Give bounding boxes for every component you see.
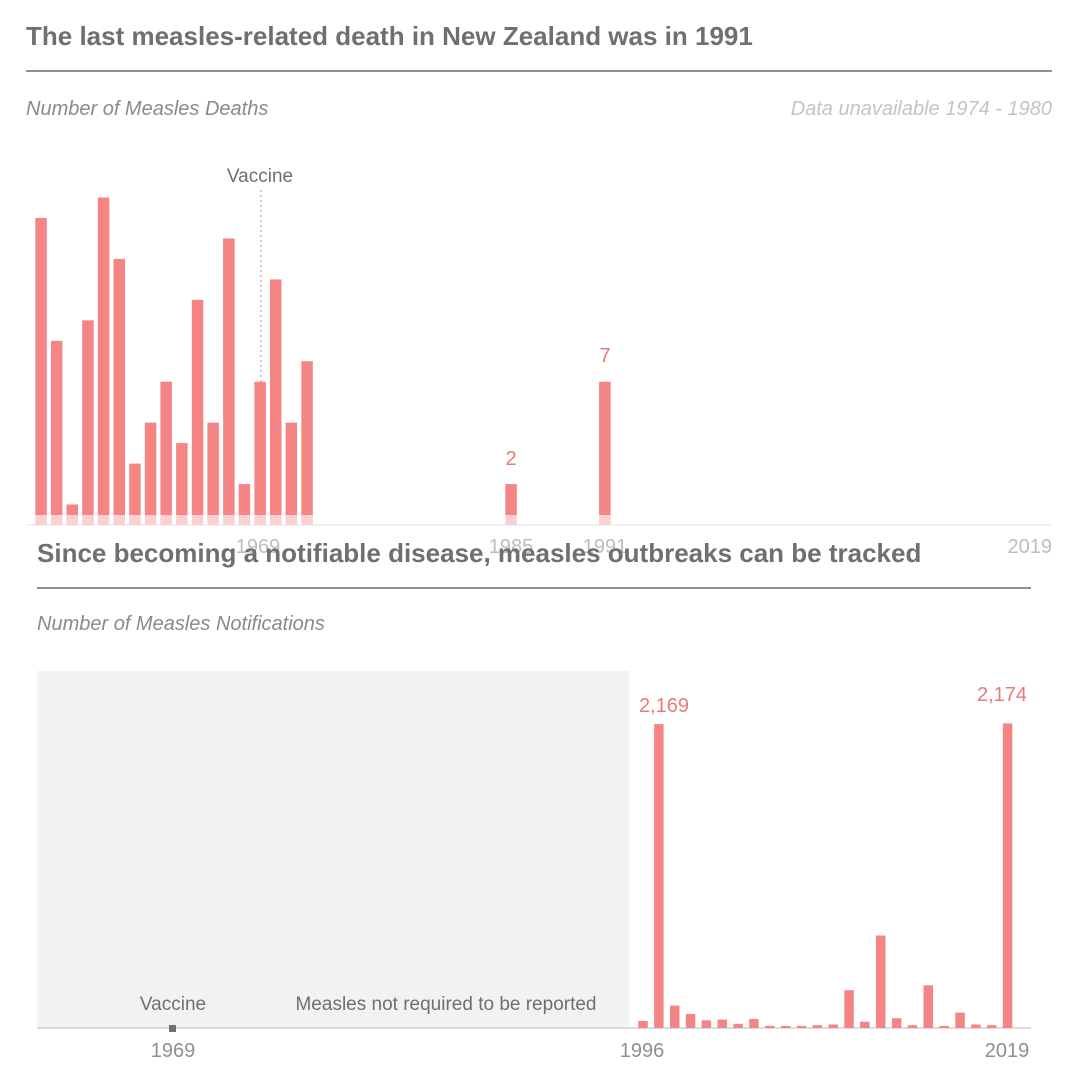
death-bar-1973 [285,422,298,525]
deaths-bars [35,197,611,525]
deaths-tick-2019: 2019 [1008,536,1053,558]
death-bar-1969 [223,238,235,525]
notification-bar-2018 [987,1025,997,1028]
deaths-tick-1985: 1985 [489,536,534,558]
notifications-label-2019: 2,174 [977,684,1027,706]
deaths-label-1985: 2 [505,448,516,470]
death-bar-1991 [599,381,611,525]
notification-bar-2019 [1002,723,1013,1028]
death-bar-1974 [301,361,313,525]
death-bar-1964 [144,422,157,525]
notification-bar-2002 [733,1023,743,1028]
notifications-label-1997: 2,169 [639,695,689,717]
death-bar-1971 [254,381,266,525]
deaths-tick-1969: 1969 [236,536,281,558]
deaths-tick-1991: 1991 [583,536,628,558]
notification-bar-2015 [939,1026,949,1028]
death-bar-1967 [191,299,204,525]
notification-bar-2008 [828,1024,838,1028]
death-bar-1962 [113,258,125,525]
death-bar-1961 [97,197,110,525]
deaths-chart-title: The last measles-related death in New Ze… [26,21,753,51]
notification-bar-2012 [891,1018,902,1028]
notification-bar-2000 [701,1020,712,1028]
death-bar-1960 [82,320,94,525]
death-bar-1972 [270,279,282,525]
notification-bar-2001 [717,1019,727,1028]
notification-bar-2009 [844,990,854,1028]
death-bar-1963 [129,463,141,525]
not-reported-note: Measles not required to be reported [295,994,596,1015]
notifications-chart-subtitle: Number of Measles Notifications [37,613,325,635]
notification-bar-2005 [780,1026,791,1028]
notification-bar-2010 [860,1021,870,1028]
death-bar-1970 [238,484,251,525]
death-bar-1958 [50,340,63,525]
notification-bar-1996 [638,1021,648,1028]
death-bar-1985 [505,484,517,525]
notification-bar-2007 [812,1025,823,1028]
notifications-tick-1996: 1996 [620,1040,665,1062]
notification-bar-2004 [765,1025,775,1028]
notifications-chart: Since becoming a notifiable disease, mea… [37,538,1031,1062]
notification-bar-2017 [971,1024,981,1028]
notification-bar-2014 [923,985,933,1028]
notifications-bars [638,723,1013,1028]
notifications-tick-2019: 2019 [985,1040,1030,1062]
notification-bar-2011 [876,935,886,1028]
death-bar-1959 [66,504,78,525]
deaths-chart-subtitle: Number of Measles Deaths [26,98,268,120]
notification-bar-1999 [685,1014,696,1028]
notifications-tick-1969: 1969 [151,1040,196,1062]
death-bar-1965 [160,381,172,525]
data-unavailable-note: Data unavailable 1974 - 1980 [791,98,1052,120]
vaccine-marker [169,1025,176,1032]
notification-bar-2006 [796,1025,807,1028]
not-reported-shaded-region [37,671,629,1028]
notifications-vaccine-label: Vaccine [140,994,206,1015]
deaths-label-1991: 7 [599,345,610,367]
deaths-vaccine-label: Vaccine [227,166,293,187]
notification-bar-1997 [654,724,664,1028]
death-bar-1966 [176,443,188,525]
notifications-chart-title: Since becoming a notifiable disease, mea… [37,538,921,568]
notification-bar-2013 [907,1025,918,1028]
deaths-chart: The last measles-related death in New Ze… [26,21,1052,526]
notification-bar-2016 [955,1012,965,1028]
notification-bar-2003 [749,1018,759,1028]
death-bar-1957 [35,217,47,525]
death-bar-1968 [207,422,219,525]
notification-bar-1998 [670,1005,680,1028]
